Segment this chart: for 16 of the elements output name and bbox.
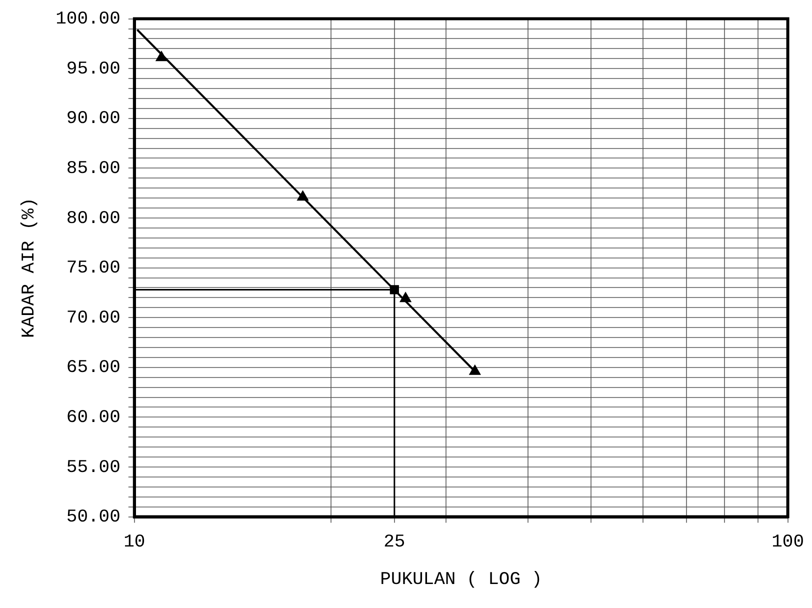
y-tick-label: 85.00: [66, 158, 120, 179]
y-axis-title: KADAR AIR (%): [20, 198, 40, 338]
y-tick-label: 55.00: [66, 458, 120, 478]
y-tick-label: 60.00: [66, 408, 120, 428]
y-tick-label: 90.00: [66, 109, 120, 130]
y-tick-label: 95.00: [66, 59, 120, 80]
x-tick-label: 100: [772, 532, 804, 552]
y-tick-label: 65.00: [66, 358, 120, 378]
x-axis-title: PUKULAN ( LOG ): [380, 570, 542, 590]
y-tick-label: 50.00: [66, 508, 120, 528]
y-tick-label: 70.00: [66, 308, 120, 328]
x-tick-label: 25: [384, 532, 406, 552]
x-tick-label: 10: [124, 532, 146, 552]
y-tick-label: 75.00: [66, 258, 120, 279]
y-tick-label: 80.00: [66, 208, 120, 229]
y-tick-label: 100.00: [56, 10, 120, 30]
